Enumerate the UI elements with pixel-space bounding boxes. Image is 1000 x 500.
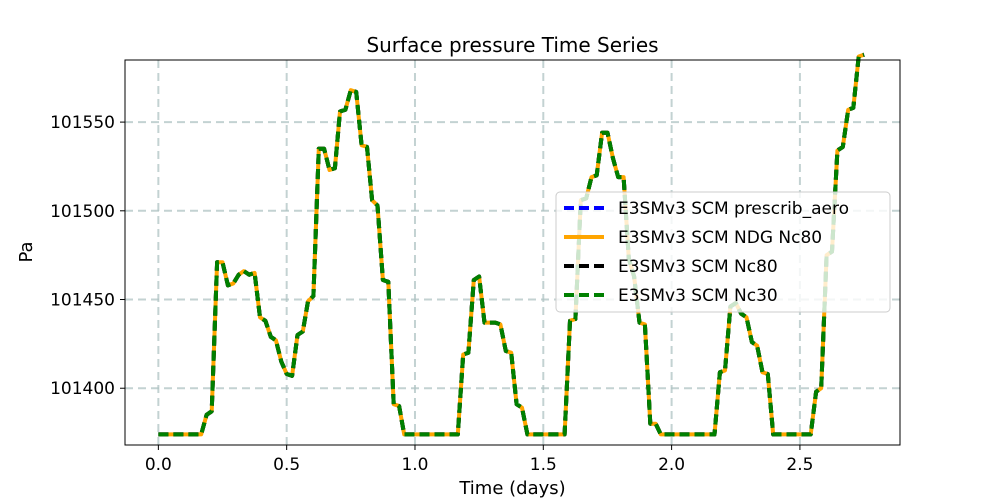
y-tick-label: 101550 [50, 113, 115, 133]
y-axis-label: Pa [16, 241, 37, 262]
legend-label: E3SMv3 SCM NDG Nc80 [618, 228, 822, 248]
legend: E3SMv3 SCM prescrib_aero E3SMv3 SCM NDG N… [555, 191, 891, 313]
y-tick-label: 101400 [50, 379, 115, 399]
legend-box [555, 191, 891, 313]
plot-frame [124, 59, 901, 446]
x-tick-label: 2.5 [786, 455, 813, 475]
x-tick-label: 1.0 [401, 455, 428, 475]
series-layer [158, 52, 865, 437]
legend-label: E3SMv3 SCM Nc80 [618, 257, 778, 277]
y-tick-label: 101450 [50, 291, 115, 311]
x-tick-label: 2.0 [658, 455, 685, 475]
x-tick-label: 0.0 [145, 455, 172, 475]
x-axis: 0.0 0.5 1.0 1.5 2.0 2.5 [145, 445, 813, 475]
chart-title: Surface pressure Time Series [366, 33, 658, 57]
y-axis: 101400 101450 101500 101550 [50, 113, 125, 399]
x-tick-label: 1.5 [530, 455, 557, 475]
y-tick-label: 101500 [50, 202, 115, 222]
legend-label: E3SMv3 SCM prescrib_aero [618, 199, 849, 219]
x-axis-label: Time (days) [458, 478, 565, 499]
series-line-4 [158, 52, 865, 437]
legend-label: E3SMv3 SCM Nc30 [618, 286, 778, 306]
x-tick-label: 0.5 [273, 455, 300, 475]
